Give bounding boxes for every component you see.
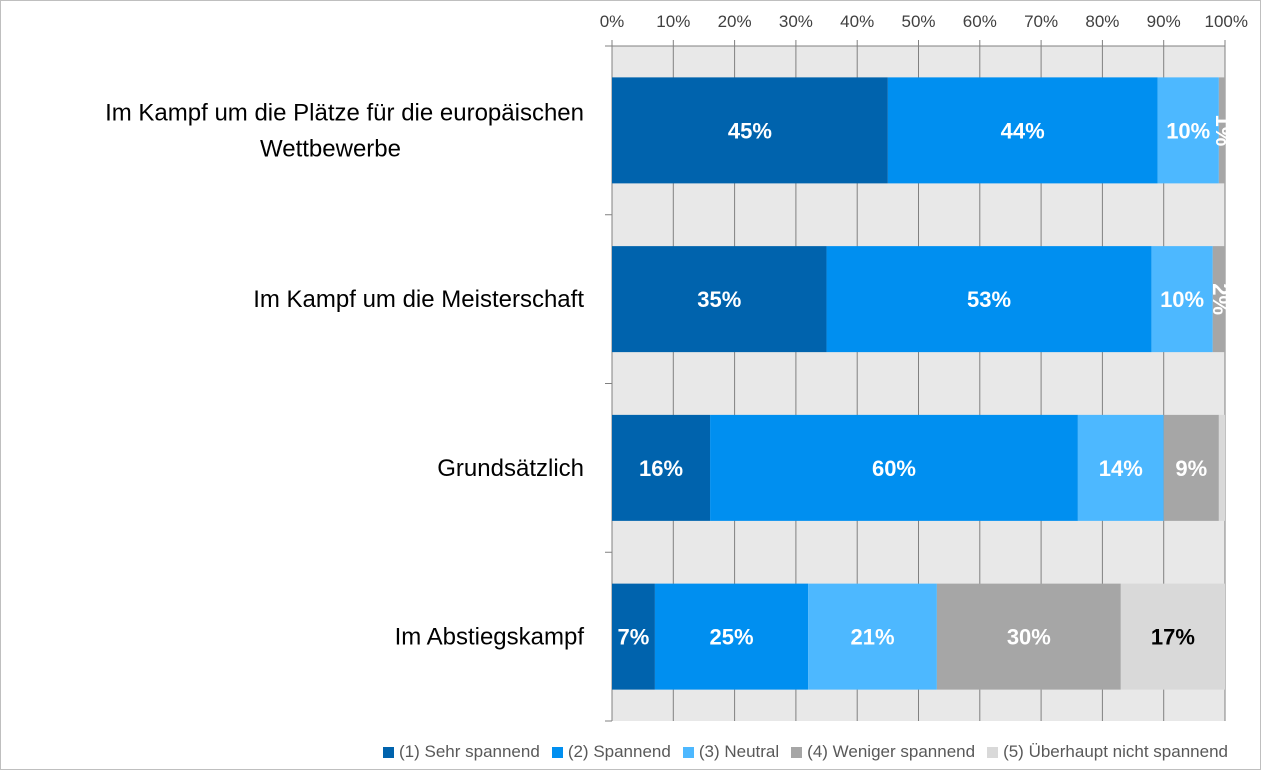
data-label: 35% [697,287,741,312]
chart-legend: (1) Sehr spannend (2) Spannend (3) Neutral… [1,742,1260,762]
category-label: Grundsätzlich [437,455,584,482]
legend-label: (5) Überhaupt nicht spannend [1003,742,1228,761]
legend-item: (4) Weniger spannend [791,742,975,762]
data-label: 17% [1151,625,1195,650]
bar-segment [1218,77,1225,184]
x-tick-label: 60% [963,12,997,31]
data-label: 10% [1160,287,1204,312]
category-label: Im Abstiegskampf [395,624,585,651]
bar-segment [1218,414,1225,521]
legend-item: (5) Überhaupt nicht spannend [987,742,1228,762]
data-label: 53% [967,287,1011,312]
bar-segment [1163,414,1219,521]
legend-item: (3) Neutral [682,742,780,762]
category-label: Im Kampf um die Plätze für die europäisc… [105,99,584,162]
legend-label: (3) Neutral [698,742,780,761]
data-label: 2% [1208,283,1233,315]
bar-segment [1157,77,1219,184]
bar-segment [612,414,711,521]
legend-swatch [682,746,694,758]
legend-swatch [382,746,394,758]
bar-segment [612,77,888,184]
x-tick-label: 100% [1205,12,1248,31]
data-label: 10% [1166,118,1210,143]
legend-item: (1) Sehr spannend [382,742,540,762]
bar-segment [710,414,1078,521]
legend-label: (2) Spannend [567,742,671,761]
bar-segment [1077,414,1164,521]
data-label: 1% [1211,114,1236,146]
bar-segment [612,583,655,690]
bar-segment [887,77,1158,184]
legend-label: (1) Sehr spannend [398,742,540,761]
bar-segment [612,246,827,353]
x-tick-label: 0% [600,12,625,31]
data-label: 60% [872,456,916,481]
bar-segment [1120,583,1225,690]
x-tick-label: 40% [840,12,874,31]
x-tick-label: 20% [718,12,752,31]
x-tick-label: 80% [1085,12,1119,31]
data-label: 44% [1001,118,1045,143]
x-tick-label: 50% [901,12,935,31]
legend-swatch [987,746,999,758]
x-tick-label: 10% [656,12,690,31]
data-label: 9% [1175,456,1207,481]
data-label: 7% [618,625,650,650]
data-label: 30% [1007,625,1051,650]
x-tick-label: 70% [1024,12,1058,31]
bar-segment [654,583,809,690]
bar-segment [1212,246,1225,353]
data-label: 14% [1099,456,1143,481]
data-label: 25% [710,625,754,650]
legend-label: (4) Weniger spannend [807,742,976,761]
data-label: 45% [728,118,772,143]
category-label: Im Kampf um die Meisterschaft [253,286,584,313]
legend-swatch [791,746,803,758]
legend-swatch [551,746,563,758]
bar-segment [936,583,1121,690]
bar-segment [808,583,937,690]
data-label: 16% [639,456,683,481]
legend-item: (2) Spannend [551,742,671,762]
x-tick-label: 30% [779,12,813,31]
data-label: 21% [851,625,895,650]
x-tick-label: 90% [1147,12,1181,31]
bar-segment [826,246,1152,353]
bar-segment [1151,246,1213,353]
